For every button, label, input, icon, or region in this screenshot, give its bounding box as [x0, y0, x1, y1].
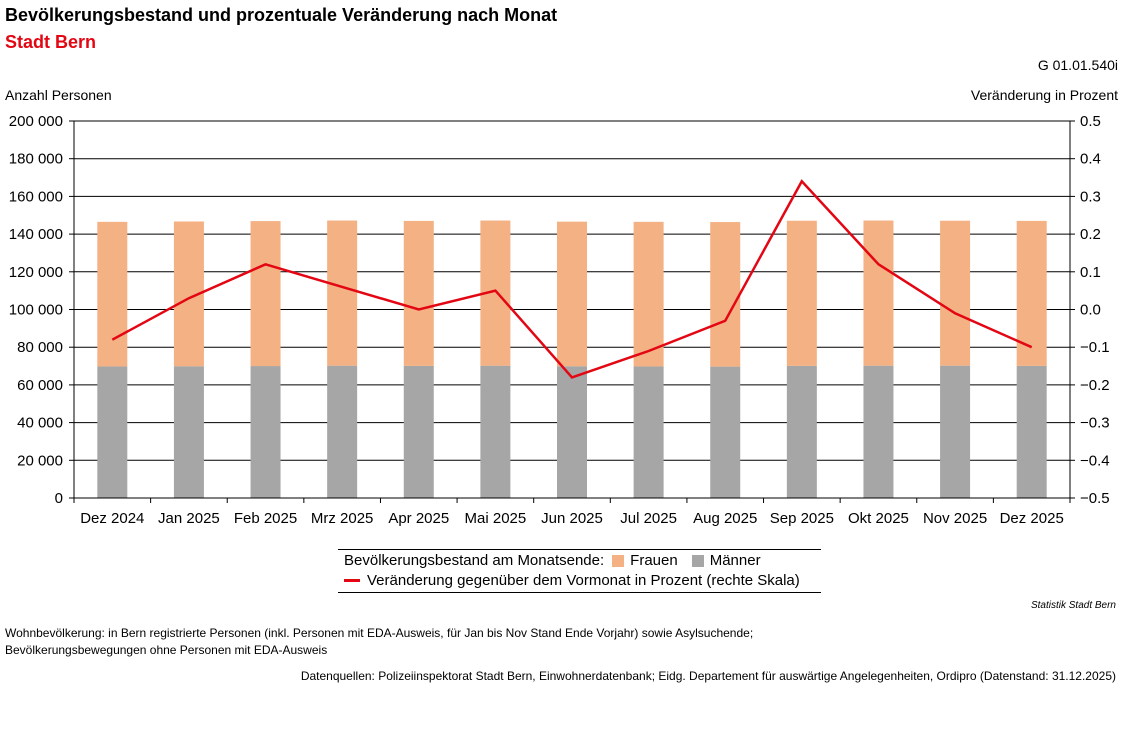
x-tick-label: Jan 2025 — [158, 510, 220, 527]
y-tick-label-right: 0.4 — [1080, 151, 1101, 168]
note-line-1: Wohnbevölkerung: in Bern registrierte Pe… — [5, 626, 754, 640]
bar-frauen — [403, 220, 434, 366]
chart-subtitle: Stadt Bern — [5, 32, 97, 52]
line-veraenderung — [111, 179, 1033, 379]
bar-frauen — [710, 222, 741, 367]
y-tick-label-left: 180 000 — [9, 151, 63, 168]
bar-frauen — [940, 220, 971, 366]
y-tick-label-left: 80 000 — [17, 339, 63, 356]
y-tick-label-left: 0 — [55, 490, 63, 507]
legend-swatch-maenner — [691, 554, 704, 567]
bar-frauen — [250, 221, 281, 367]
y-tick-label-left: 20 000 — [17, 452, 63, 469]
y-tick-label-right: 0.2 — [1080, 226, 1101, 243]
bar-frauen — [97, 221, 128, 367]
bar-maenner — [786, 365, 817, 498]
y-axis-left-label: Anzahl Personen — [5, 87, 112, 103]
legend-bestand-label: Bevölkerungsbestand am Monatsende: — [344, 552, 605, 569]
x-tick-label: Okt 2025 — [848, 510, 909, 527]
bar-maenner — [480, 365, 511, 498]
y-tick-label-left: 60 000 — [17, 377, 63, 394]
x-tick-label: Nov 2025 — [923, 510, 987, 527]
x-tick-label: Sep 2025 — [770, 510, 834, 527]
x-tick-label: Mrz 2025 — [311, 510, 374, 527]
bar-maenner — [173, 366, 204, 498]
bar-series — [97, 220, 1047, 498]
bar-maenner — [940, 365, 971, 498]
bar-frauen — [786, 220, 817, 366]
y-tick-label-right: −0.2 — [1080, 377, 1110, 394]
bar-maenner — [250, 366, 281, 498]
bar-maenner — [1016, 365, 1047, 498]
bar-frauen — [557, 221, 587, 367]
x-tick-label: Dez 2025 — [1000, 510, 1064, 527]
bar-frauen — [327, 220, 358, 366]
y-tick-label-right: −0.1 — [1080, 339, 1110, 356]
bar-maenner — [557, 366, 587, 498]
data-sources: Datenquellen: Polizeiinspektorat Stadt B… — [300, 669, 1116, 683]
y-tick-label-left: 160 000 — [9, 188, 63, 205]
legend-swatch-line — [344, 579, 360, 582]
axes — [69, 120, 1075, 503]
legend: Bevölkerungsbestand am Monatsende: Fraue… — [338, 549, 821, 593]
y-tick-label-right: −0.3 — [1080, 415, 1110, 432]
y-tick-label-right: 0.5 — [1080, 113, 1101, 130]
tick-labels: 0 20 000 40 000 60 000 80 000 100 000 120 000 1… — [9, 113, 1110, 527]
bar-maenner — [633, 366, 664, 498]
bar-frauen — [863, 220, 894, 366]
y-tick-label-right: −0.5 — [1080, 490, 1110, 507]
y-tick-label-right: 0.1 — [1080, 264, 1101, 281]
chart-title: Bevölkerungsbestand und prozentuale Verä… — [5, 5, 558, 25]
bar-maenner — [710, 366, 741, 498]
y-tick-label-right: −0.4 — [1080, 452, 1110, 469]
bar-maenner — [97, 366, 128, 498]
x-tick-label: Aug 2025 — [693, 510, 757, 527]
chart-plot: 0 20 000 40 000 60 000 80 000 100 000 120 000 1… — [9, 113, 1110, 527]
legend-swatch-frauen — [612, 554, 625, 567]
legend-line-label: Veränderung gegenüber dem Vormonat in Pr… — [367, 572, 800, 589]
bar-frauen — [1016, 220, 1047, 366]
bar-maenner — [403, 365, 434, 498]
y-tick-label-left: 200 000 — [9, 113, 63, 130]
chart-code: G 01.01.540i — [1037, 57, 1118, 73]
y-tick-label-right: 0.0 — [1080, 302, 1101, 319]
bar-frauen — [633, 221, 664, 367]
y-tick-label-left: 140 000 — [9, 226, 63, 243]
bar-maenner — [327, 365, 358, 498]
y-tick-label-left: 120 000 — [9, 264, 63, 281]
x-tick-label: Dez 2024 — [80, 510, 144, 527]
x-tick-label: Jul 2025 — [620, 510, 677, 527]
brand-label: Statistik Stadt Bern — [1030, 600, 1116, 611]
y-tick-label-left: 100 000 — [9, 302, 63, 319]
x-tick-label: Mai 2025 — [465, 510, 527, 527]
legend-maenner-label: Männer — [709, 552, 761, 569]
y-tick-label-right: 0.3 — [1080, 188, 1101, 205]
y-axis-right-label: Veränderung in Prozent — [970, 87, 1118, 103]
x-tick-label: Jun 2025 — [541, 510, 603, 527]
legend-frauen-label: Frauen — [630, 552, 678, 569]
note-line-2: Bevölkerungsbewegungen ohne Personen mit… — [5, 643, 328, 657]
x-tick-label: Apr 2025 — [388, 510, 449, 527]
y-tick-label-left: 40 000 — [17, 415, 63, 432]
bar-maenner — [863, 365, 894, 498]
x-tick-label: Feb 2025 — [234, 510, 297, 527]
line-series — [111, 179, 1033, 379]
